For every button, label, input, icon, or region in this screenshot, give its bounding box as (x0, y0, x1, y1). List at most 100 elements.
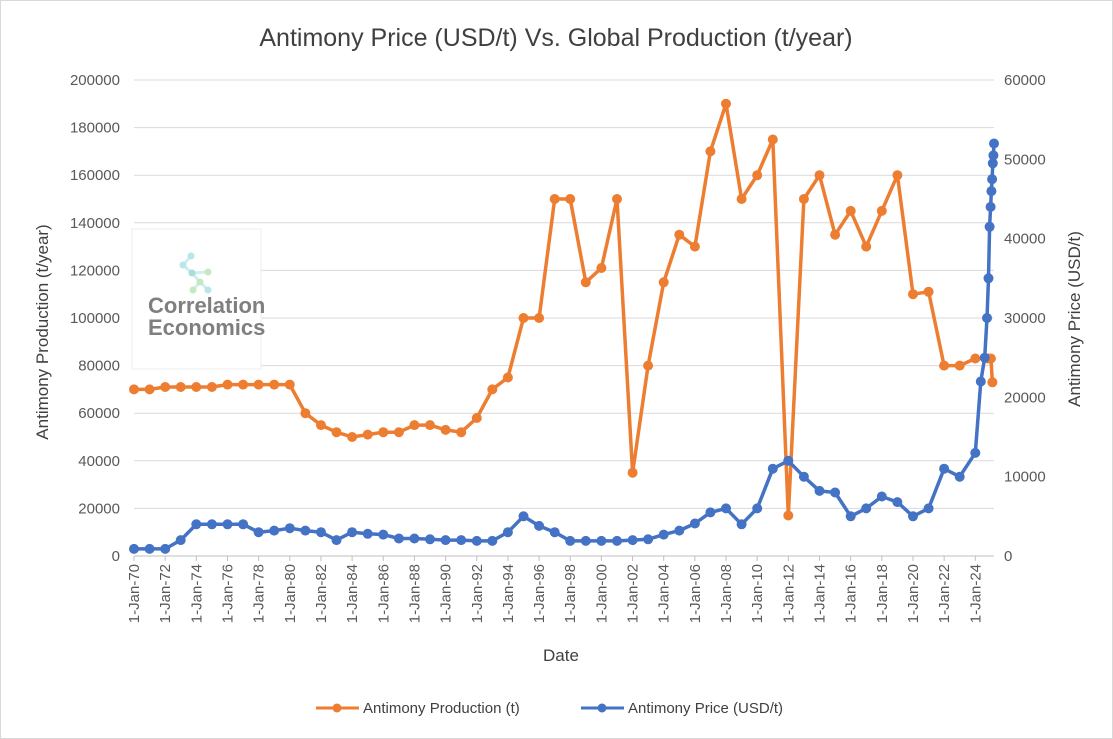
legend-item-price[interactable]: Antimony Price (USD/t) (581, 700, 783, 717)
data-point-production (471, 413, 482, 423)
data-point-price (393, 533, 404, 544)
data-point-price (861, 503, 872, 514)
data-point-production (987, 377, 998, 388)
data-point-price (300, 525, 311, 536)
data-point-price (206, 519, 217, 530)
data-point-price (222, 519, 233, 530)
data-point-production (627, 467, 638, 478)
data-point-price (440, 535, 451, 546)
left-tick-label-1: 20000 (78, 500, 120, 517)
left-tick-label-5: 100000 (70, 310, 120, 327)
data-point-production (362, 429, 373, 440)
legend-price-marker (597, 703, 607, 713)
data-point-production (549, 194, 560, 204)
legend-item-production[interactable]: Antimony Production (t) (316, 700, 520, 717)
series-line-production (134, 102, 995, 518)
data-point-production (253, 379, 264, 390)
data-point-price (830, 487, 841, 498)
right-tick-label-1: 10000 (1004, 469, 1046, 486)
right-axis-title: Antimony Price (USD/t) (1065, 231, 1084, 407)
x-tick-label-22: 1-Jan-14 (812, 564, 829, 623)
data-point-price (985, 201, 996, 212)
data-point-price (658, 529, 669, 540)
data-point-production (612, 194, 622, 204)
data-point-production (705, 146, 716, 157)
x-tick-label-3: 1-Jan-76 (219, 564, 236, 623)
left-axis-ticks: 0 20000 40000 60000 80000 100000 120000 140000 1… (70, 72, 120, 565)
right-tick-label-5: 50000 (1004, 151, 1046, 168)
left-tick-label-2: 40000 (78, 453, 120, 470)
data-point-price (975, 376, 986, 387)
legend-production-marker (332, 703, 342, 713)
data-point-production (160, 382, 171, 392)
data-point-price (502, 527, 513, 538)
data-point-price (643, 534, 654, 545)
data-point-price (534, 520, 545, 531)
right-tick-label-3: 30000 (1004, 310, 1046, 327)
data-point-production (284, 379, 295, 390)
data-point-production (658, 277, 669, 288)
x-tick-label-1: 1-Jan-72 (157, 564, 174, 623)
data-point-price (471, 535, 482, 546)
data-point-production (409, 420, 420, 431)
data-point-production (814, 170, 825, 181)
logo-line2: Economics (148, 315, 265, 340)
logo-line1: Correlation (148, 293, 265, 318)
data-point-price (269, 525, 280, 536)
data-point-price (160, 543, 171, 554)
data-point-production (144, 384, 155, 395)
data-point-price (596, 535, 607, 546)
data-point-production (892, 170, 903, 181)
legend-production-label: Antimony Production (t) (363, 700, 520, 717)
data-point-production (674, 229, 685, 240)
data-point-price (954, 471, 965, 482)
x-tick-label-24: 1-Jan-18 (874, 564, 891, 623)
left-tick-label-8: 160000 (70, 167, 120, 184)
data-point-price (798, 471, 809, 482)
data-point-price (129, 543, 139, 554)
data-point-price (518, 511, 529, 522)
x-tick-label-19: 1-Jan-08 (718, 564, 735, 623)
x-tick-label-16: 1-Jan-02 (625, 564, 642, 623)
x-tick-label-15: 1-Jan-00 (593, 564, 610, 623)
right-tick-label-4: 40000 (1004, 231, 1046, 248)
x-tick-label-10: 1-Jan-90 (438, 564, 455, 623)
data-point-price (876, 491, 887, 502)
left-tick-label-0: 0 (112, 548, 120, 565)
data-point-price (612, 535, 622, 546)
data-point-price (983, 273, 994, 284)
chart-title: Antimony Price (USD/t) Vs. Global Produc… (259, 24, 852, 52)
data-point-production (238, 379, 249, 390)
data-point-price (565, 535, 576, 546)
data-point-production (393, 427, 404, 438)
data-point-production (269, 379, 280, 390)
data-point-price (253, 527, 264, 538)
legend-price-label: Antimony Price (USD/t) (628, 700, 783, 717)
data-point-price (238, 519, 249, 530)
data-point-production (596, 263, 607, 273)
x-tick-label-12: 1-Jan-94 (500, 564, 517, 623)
x-tick-label-7: 1-Jan-84 (344, 564, 361, 623)
data-point-price (144, 543, 155, 554)
data-point-price (316, 527, 326, 538)
data-point-production (191, 382, 202, 392)
data-point-production (129, 384, 139, 395)
data-point-production (908, 289, 918, 300)
x-tick-label-18: 1-Jan-06 (687, 564, 704, 623)
data-point-price (409, 533, 420, 544)
data-point-price (984, 221, 995, 232)
data-point-production (767, 134, 778, 145)
data-point-production (565, 194, 576, 204)
data-point-price (347, 527, 358, 538)
data-point-production (487, 384, 498, 395)
data-point-price (845, 511, 856, 522)
data-point-production (456, 427, 467, 438)
data-point-production (783, 510, 794, 521)
data-point-production (721, 98, 731, 109)
data-point-price (923, 503, 934, 514)
data-point-price (549, 527, 560, 538)
data-point-production (300, 408, 311, 419)
x-tick-label-21: 1-Jan-12 (780, 564, 797, 623)
left-tick-label-3: 60000 (78, 405, 120, 422)
data-point-production (939, 360, 950, 371)
